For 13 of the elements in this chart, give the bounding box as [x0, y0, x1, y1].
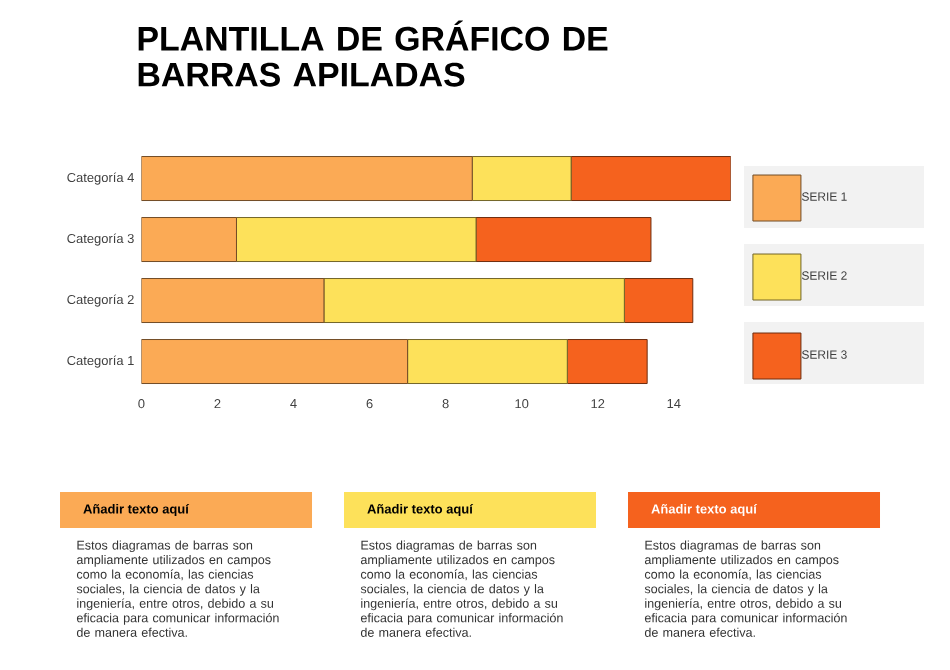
bar	[475, 217, 652, 263]
bar	[471, 156, 572, 202]
bar	[141, 156, 473, 202]
bar	[323, 278, 625, 324]
bar	[570, 156, 731, 202]
bar	[141, 217, 237, 263]
bar	[623, 278, 694, 324]
bar	[566, 339, 648, 385]
bar	[407, 339, 568, 385]
bar	[141, 339, 409, 385]
chart-title: PLANTILLA DE GRÁFICO DE BARRAS APILADAS	[138, 20, 608, 87]
bar	[141, 278, 325, 324]
bar	[235, 217, 477, 263]
